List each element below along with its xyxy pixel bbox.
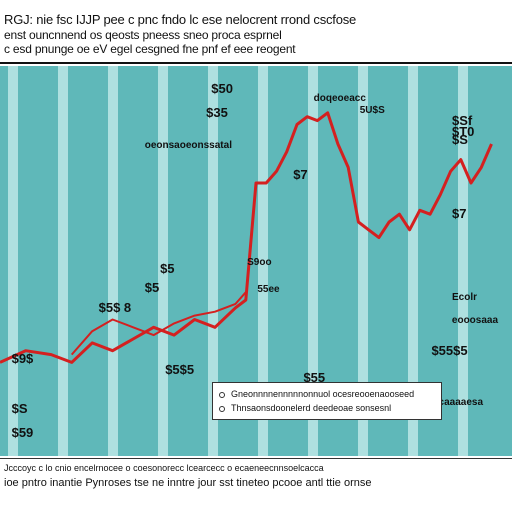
gridline bbox=[308, 66, 318, 456]
data-label: $5 bbox=[144, 280, 160, 296]
data-label: S9oo bbox=[247, 256, 272, 268]
data-label: doqeoeacc bbox=[313, 93, 366, 105]
gridline bbox=[358, 66, 368, 456]
footer-caption: ioe pntro inantie Pynroses tse ne inntre… bbox=[4, 477, 372, 489]
data-label: eooosaaa bbox=[451, 315, 499, 327]
data-label: $5$5 bbox=[165, 362, 195, 378]
data-label: $35 bbox=[206, 104, 228, 120]
data-label: $Sf bbox=[452, 112, 473, 128]
bullet-icon bbox=[219, 405, 225, 412]
data-label: $5$ 8 bbox=[98, 299, 132, 315]
series-line bbox=[70, 291, 247, 356]
data-label: $7 bbox=[293, 167, 308, 183]
data-label: $59 bbox=[11, 424, 34, 440]
data-label: $55 bbox=[303, 370, 326, 385]
gridline bbox=[108, 66, 118, 456]
data-label: $T0 bbox=[452, 124, 475, 140]
chart-subtitle: enst ouncnnend os qeosts pneess sneo pro… bbox=[4, 28, 282, 42]
series-line bbox=[0, 111, 493, 364]
gridline bbox=[158, 66, 168, 456]
legend-label: Thnsaonsdoonelerd deedeoae sonsesnl bbox=[231, 403, 392, 413]
bullet-icon bbox=[219, 391, 225, 398]
data-label: $S bbox=[452, 132, 468, 148]
legend-entry: Thnsaonsdoonelerd deedeoae sonsesnl bbox=[219, 403, 391, 413]
legend-label: Gneonnnnennnnnonnuol ocesreooenaooseed bbox=[231, 389, 415, 399]
legend-entry: Gneonnnnennnnnonnuol ocesreooenaooseed bbox=[219, 389, 414, 399]
data-label: $55$5 bbox=[431, 342, 468, 358]
gridline bbox=[408, 66, 418, 456]
data-label: 5U$S bbox=[359, 104, 385, 116]
data-label: oeonsaoeonssatal bbox=[144, 139, 232, 151]
footer-note: Jcccoyc c lo cnio encelrnocee o coesonor… bbox=[4, 463, 324, 473]
legend: Gneonnnnennnnnonnuol ocesreooenaooseed T… bbox=[212, 382, 442, 420]
gridline bbox=[208, 66, 218, 456]
data-label: oocaaaaesa bbox=[426, 397, 484, 409]
chart-marks bbox=[0, 111, 493, 364]
data-label: $50 bbox=[211, 81, 233, 97]
gridline bbox=[58, 66, 68, 456]
data-label: $5 bbox=[160, 260, 175, 276]
chart-header: RGJ: nie fsc IJJP pee c pnc fndo lc ese … bbox=[0, 0, 512, 64]
gridline bbox=[458, 66, 468, 456]
data-label: 55ee bbox=[257, 284, 280, 296]
data-label: $9$ bbox=[11, 350, 34, 366]
data-label: Ecolr bbox=[452, 292, 478, 303]
chart-subtitle-2: c esd pnunge oe eV egel cesgned fne pnf … bbox=[4, 42, 296, 56]
data-label: $S bbox=[11, 401, 28, 417]
chart-footer: Jcccoyc c lo cnio encelrnocee o coesonor… bbox=[0, 458, 512, 513]
gridline bbox=[258, 66, 268, 456]
gridline bbox=[8, 66, 18, 456]
chart-title: RGJ: nie fsc IJJP pee c pnc fndo lc ese … bbox=[4, 12, 357, 27]
data-label: $7 bbox=[452, 206, 467, 222]
